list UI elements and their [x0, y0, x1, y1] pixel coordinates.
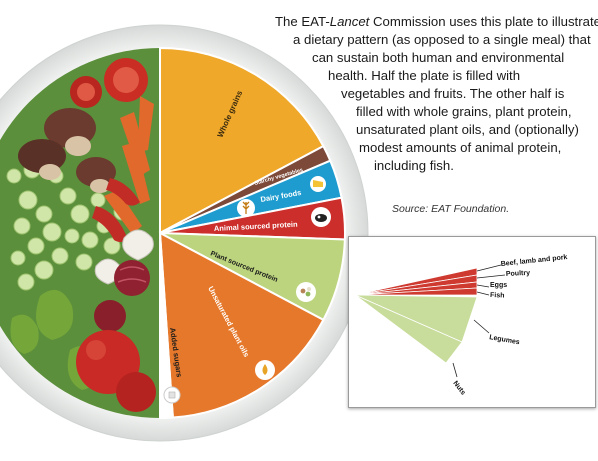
peas-cluster: [6, 161, 131, 291]
leader-lines: [452, 264, 506, 378]
caption-line-7: unsaturated plant oils, and (optionally): [356, 122, 579, 137]
protein-wedge-diagram: Beef, lamb and pork Poultry Eggs Fish Le…: [354, 254, 568, 397]
caption-line-3: can sustain both human and environmental: [312, 50, 565, 65]
carrots: [104, 96, 154, 234]
nuts-icon: [296, 282, 316, 302]
caption-line-9: including fish.: [374, 158, 454, 173]
cheese-icon: [310, 176, 326, 192]
label-animal-sourced-protein: Animal sourced protein: [214, 220, 299, 233]
cow-icon: [311, 207, 331, 227]
sugar-icon: [163, 386, 181, 404]
sector-unsaturated-plant-oils: [158, 231, 325, 419]
tomatoes: [70, 58, 148, 108]
inset-label-nuts: Nuts: [451, 380, 466, 397]
caption-line-4: health. Half the plate is filled with: [328, 68, 521, 83]
protein-wedges: [354, 267, 478, 364]
apples: [76, 330, 156, 412]
caption-line-6: filled with whole grains, plant protein,: [356, 104, 572, 119]
caption-line-1: The EAT-Lancet Commission uses this plat…: [275, 14, 598, 29]
red-peppers: [92, 178, 140, 242]
wedge-nuts: [354, 294, 463, 364]
sector-whole-grains: [159, 46, 325, 235]
protein-breakdown-inset: Beef, lamb and pork Poultry Eggs Fish Le…: [348, 236, 596, 408]
inset-label-beef-lamb-pork: Beef, lamb and pork: [500, 254, 567, 268]
mushrooms: [18, 108, 116, 193]
inset-label-legumes: Legumes: [489, 334, 521, 346]
wedge-fish: [354, 287, 478, 296]
inset-label-eggs: Eggs: [490, 282, 507, 289]
inset-label-poultry: Poultry: [506, 270, 531, 278]
plate-right-half: [158, 46, 346, 420]
oil-drop-icon: [255, 360, 275, 380]
inset-label-fish: Fish: [490, 292, 505, 299]
source-credit: Source: EAT Foundation.: [392, 203, 510, 215]
wheat-icon: [237, 199, 255, 217]
caption-line-2: a dietary pattern (as opposed to a singl…: [293, 32, 591, 47]
caption-line-5: vegetables and fruits. The other half is: [341, 86, 565, 101]
sector-added-sugars: [159, 232, 174, 420]
vegetables-fruits-half: [0, 48, 160, 418]
red-onions: [94, 260, 150, 332]
caption-line-8: modest amounts of animal protein,: [359, 140, 562, 155]
